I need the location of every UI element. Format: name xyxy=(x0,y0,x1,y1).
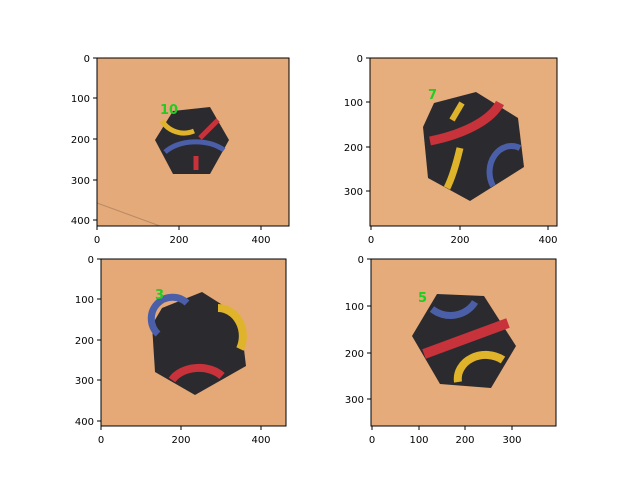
y-axis: 0 100 200 300 400 xyxy=(75,255,101,428)
y-tick-label: 300 xyxy=(75,376,94,387)
x-axis: 0 200 400 xyxy=(98,426,271,446)
red-stripe xyxy=(198,118,220,140)
x-tick-label: 200 xyxy=(171,435,190,446)
x-tick-label: 400 xyxy=(251,435,270,446)
yellow-arc xyxy=(217,304,247,351)
yellow-top xyxy=(449,101,465,122)
panel-top-right: 7 0 100 200 300 0 200 400 xyxy=(344,54,558,246)
y-axis: 0 100 200 300 400 xyxy=(71,54,97,227)
y-tick-label: 200 xyxy=(75,336,94,347)
hex-tile xyxy=(423,92,524,201)
tile-number-label: 7 xyxy=(428,88,437,103)
hex-tile xyxy=(152,292,246,395)
y-tick-label: 100 xyxy=(345,302,364,313)
blue-arc xyxy=(429,300,479,319)
y-tick-label: 300 xyxy=(344,187,363,198)
y-tick-label: 100 xyxy=(344,98,363,109)
red-arc xyxy=(168,363,225,383)
x-tick-label: 0 xyxy=(98,435,104,446)
table-crease xyxy=(97,202,161,226)
y-tick-label: 200 xyxy=(71,135,90,146)
panel-top-left: 10 0 100 200 300 400 0 200 400 xyxy=(71,54,290,246)
y-tick-label: 0 xyxy=(84,54,90,65)
y-tick-label: 0 xyxy=(358,255,364,266)
axes-frame xyxy=(369,57,558,227)
red-stripe xyxy=(429,100,504,146)
x-tick-label: 200 xyxy=(169,235,188,246)
x-tick-label: 400 xyxy=(251,235,270,246)
yellow-bottom xyxy=(443,147,464,190)
x-axis: 0 200 400 xyxy=(94,226,271,246)
y-tick-label: 200 xyxy=(345,349,364,360)
y-tick-label: 0 xyxy=(88,255,94,266)
y-tick-label: 400 xyxy=(75,417,94,428)
x-tick-label: 100 xyxy=(409,435,428,446)
y-tick-label: 300 xyxy=(345,395,364,406)
y-tick-label: 400 xyxy=(71,216,90,227)
y-tick-label: 200 xyxy=(344,143,363,154)
y-axis: 0 100 200 300 xyxy=(344,54,370,198)
tile-photo xyxy=(423,92,524,201)
tile-number-label: 5 xyxy=(418,291,427,306)
yellow-arc xyxy=(453,350,506,383)
x-tick-label: 300 xyxy=(502,435,521,446)
y-tick-label: 100 xyxy=(71,94,90,105)
x-tick-label: 200 xyxy=(455,435,474,446)
tile-number-label: 3 xyxy=(155,288,164,303)
x-tick-label: 0 xyxy=(94,235,100,246)
x-tick-label: 200 xyxy=(450,235,469,246)
tile-photo xyxy=(97,107,229,226)
blue-arc xyxy=(163,139,226,154)
red-stripe xyxy=(422,318,510,359)
y-tick-label: 0 xyxy=(357,54,363,65)
x-tick-label: 0 xyxy=(368,235,374,246)
y-tick-label: 100 xyxy=(75,295,94,306)
axes-frame xyxy=(100,258,287,427)
x-tick-label: 0 xyxy=(369,435,375,446)
panel-bottom-right: 5 0 100 200 300 0 100 200 300 xyxy=(345,255,557,446)
panel-bottom-left: 3 0 100 200 300 400 0 200 400 xyxy=(75,255,287,446)
yellow-arc xyxy=(159,119,195,136)
blue-arc xyxy=(486,143,522,188)
tile-photo xyxy=(412,294,516,388)
x-tick-label: 400 xyxy=(538,235,557,246)
x-axis: 0 100 200 300 xyxy=(369,426,522,446)
blue-arc xyxy=(147,293,190,337)
tile-photo xyxy=(147,292,247,395)
tile-number-label: 10 xyxy=(160,103,178,118)
y-tick-label: 300 xyxy=(71,176,90,187)
x-axis: 0 200 400 xyxy=(368,226,558,246)
axes-frame xyxy=(96,57,290,227)
y-axis: 0 100 200 300 xyxy=(345,255,371,406)
axes-frame xyxy=(370,258,557,427)
